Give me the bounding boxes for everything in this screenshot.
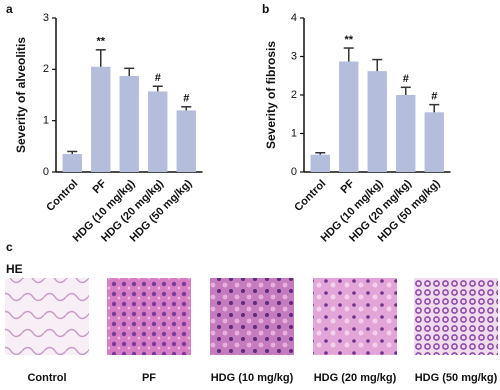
x-tick-label: PF <box>338 177 357 196</box>
x-tick-label: Control <box>44 178 80 214</box>
bar <box>62 154 82 172</box>
panel-label: b <box>262 2 269 16</box>
bar <box>396 95 416 172</box>
histology-image <box>5 278 89 355</box>
bar <box>310 154 330 172</box>
bar <box>339 61 359 172</box>
x-tick-label: PF <box>90 177 109 196</box>
y-tick-label: 2 <box>291 89 297 101</box>
y-tick-label: 1 <box>291 127 297 139</box>
significance-label: # <box>403 73 409 85</box>
y-tick-label: 4 <box>291 12 297 24</box>
y-tick-label: 2 <box>43 63 49 75</box>
histology-image <box>107 278 191 355</box>
bar <box>119 76 139 172</box>
image-label: HDG (10 mg/kg) <box>211 372 294 384</box>
significance-label: # <box>431 91 437 103</box>
bar <box>424 112 444 172</box>
histology-image <box>414 278 498 355</box>
y-tick-label: 1 <box>43 115 49 127</box>
image-label: PF <box>142 372 156 384</box>
bar <box>148 91 168 172</box>
histology-image <box>210 278 294 355</box>
significance-label: # <box>155 72 161 84</box>
bar <box>176 110 196 172</box>
x-tick-label: Control <box>292 178 328 214</box>
image-label: HDG (20 mg/kg) <box>314 372 397 384</box>
bar <box>367 71 387 172</box>
image-label: Control <box>27 372 66 384</box>
y-tick-label: 3 <box>291 50 297 62</box>
bar <box>91 66 111 172</box>
y-tick-label: 0 <box>291 166 297 178</box>
significance-label: ** <box>344 34 353 46</box>
y-tick-label: 3 <box>43 12 49 24</box>
stain-label: HE <box>6 262 23 276</box>
y-tick-label: 0 <box>43 166 49 178</box>
significance-label: ** <box>96 36 105 48</box>
histology-image <box>313 278 397 355</box>
image-label: HDG (50 mg/kg) <box>415 372 498 384</box>
panel-label: c <box>6 240 13 254</box>
panel-label: a <box>6 2 13 16</box>
significance-label: # <box>183 93 189 105</box>
y-axis-label: Severity of alveolitis <box>14 37 28 153</box>
y-axis-label: Severity of fibrosis <box>264 41 278 149</box>
